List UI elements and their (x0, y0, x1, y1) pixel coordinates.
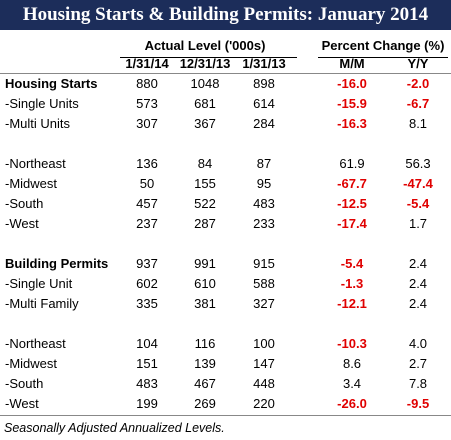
row-label: -Midwest (5, 356, 58, 371)
cell: 3.4 (342, 376, 362, 391)
cell: 2.4 (408, 256, 428, 271)
bottom-rule (0, 415, 451, 416)
cell: -67.7 (337, 176, 367, 191)
group-underline (318, 57, 448, 58)
cell: 991 (194, 256, 216, 271)
cell: 8.6 (342, 356, 362, 371)
cell: 104 (136, 336, 158, 351)
group-underline (120, 57, 297, 58)
column-header: 1/31/13 (242, 56, 286, 71)
cell: 95 (256, 176, 272, 191)
cell: 116 (194, 336, 216, 351)
cell: -47.4 (403, 176, 433, 191)
group-header: Actual Level ('000s) (144, 38, 266, 53)
cell: 880 (136, 76, 158, 91)
cell: 284 (253, 116, 275, 131)
cell: 610 (194, 276, 216, 291)
cell: 56.3 (405, 156, 431, 171)
cell: -26.0 (337, 396, 367, 411)
cell: 4.0 (408, 336, 428, 351)
row-label: -West (5, 396, 39, 411)
cell: 147 (253, 356, 275, 371)
cell: 2.4 (408, 296, 428, 311)
cell: 588 (253, 276, 275, 291)
cell: 327 (253, 296, 275, 311)
cell: 483 (253, 196, 275, 211)
cell: 84 (197, 156, 213, 171)
cell: 602 (136, 276, 158, 291)
cell: 573 (136, 96, 158, 111)
row-label: -Northeast (5, 336, 66, 351)
group-header: Percent Change (%) (321, 38, 445, 53)
column-header: 1/31/14 (125, 56, 169, 71)
cell: 269 (194, 396, 216, 411)
row-label: -Multi Family (5, 296, 79, 311)
cell: -16.3 (337, 116, 367, 131)
cell: 2.4 (408, 276, 428, 291)
column-header: M/M (339, 56, 365, 71)
cell: 448 (253, 376, 275, 391)
cell: -10.3 (337, 336, 367, 351)
cell: 898 (253, 76, 275, 91)
cell: 220 (253, 396, 275, 411)
cell: 100 (253, 336, 275, 351)
cell: 151 (136, 356, 158, 371)
cell: 136 (136, 156, 158, 171)
cell: -12.1 (337, 296, 367, 311)
cell: 681 (194, 96, 216, 111)
row-label: -Midwest (5, 176, 58, 191)
row-label: Building Permits (5, 256, 109, 271)
cell: 522 (194, 196, 216, 211)
cell: 139 (194, 356, 216, 371)
cell: 335 (136, 296, 158, 311)
cell: 199 (136, 396, 158, 411)
cell: 1.7 (408, 216, 428, 231)
cell: 61.9 (339, 156, 365, 171)
cell: -12.5 (337, 196, 367, 211)
cell: 381 (194, 296, 216, 311)
cell: -2.0 (406, 76, 430, 91)
title: Housing Starts & Building Permits: Janua… (0, 0, 451, 30)
cell: 467 (194, 376, 216, 391)
cell: 1048 (190, 76, 220, 91)
cell: 915 (253, 256, 275, 271)
cell: -5.4 (406, 196, 430, 211)
cell: 50 (139, 176, 155, 191)
cell: 614 (253, 96, 275, 111)
cell: 367 (194, 116, 216, 131)
cell: -15.9 (337, 96, 367, 111)
cell: 457 (136, 196, 158, 211)
column-header: 12/31/13 (179, 56, 231, 71)
row-label: -Single Unit (5, 276, 73, 291)
row-label: -Northeast (5, 156, 66, 171)
cell: -1.3 (340, 276, 364, 291)
row-label: -South (5, 376, 44, 391)
column-header: Y/Y (407, 56, 429, 71)
cell: 8.1 (408, 116, 428, 131)
cell: 307 (136, 116, 158, 131)
row-label: -Single Units (5, 96, 79, 111)
cell: 7.8 (408, 376, 428, 391)
row-label: -Multi Units (5, 116, 71, 131)
cell: 233 (253, 216, 275, 231)
cell: 87 (256, 156, 272, 171)
cell: -16.0 (337, 76, 367, 91)
footnote: Seasonally Adjusted Annualized Levels. (4, 421, 225, 435)
row-label: -South (5, 196, 44, 211)
cell: 937 (136, 256, 158, 271)
cell: 483 (136, 376, 158, 391)
row-label: Housing Starts (5, 76, 98, 91)
cell: 237 (136, 216, 158, 231)
header-rule (0, 73, 451, 74)
cell: -17.4 (337, 216, 367, 231)
cell: 2.7 (408, 356, 428, 371)
cell: -6.7 (406, 96, 430, 111)
cell: -5.4 (340, 256, 364, 271)
row-label: -West (5, 216, 39, 231)
cell: 287 (194, 216, 216, 231)
cell: -9.5 (406, 396, 430, 411)
cell: 155 (194, 176, 216, 191)
